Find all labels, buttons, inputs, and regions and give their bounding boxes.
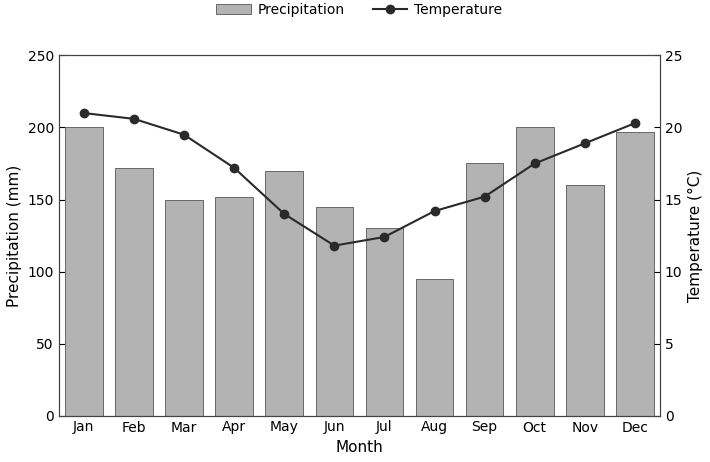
X-axis label: Month: Month [336, 440, 383, 455]
Bar [165, 200, 203, 416]
Bar [566, 185, 604, 416]
Bar [616, 132, 654, 416]
Y-axis label: Precipitation (mm): Precipitation (mm) [7, 164, 22, 307]
Bar [266, 170, 303, 416]
Bar [416, 279, 453, 416]
Legend: Precipitation, Temperature: Precipitation, Temperature [211, 0, 508, 23]
Bar [315, 207, 353, 416]
Bar [115, 168, 153, 416]
Bar [366, 228, 403, 416]
Bar [516, 128, 554, 416]
Bar [215, 197, 253, 416]
Y-axis label: Temperature (°C): Temperature (°C) [688, 170, 703, 302]
Bar [65, 128, 102, 416]
Bar [466, 164, 503, 416]
